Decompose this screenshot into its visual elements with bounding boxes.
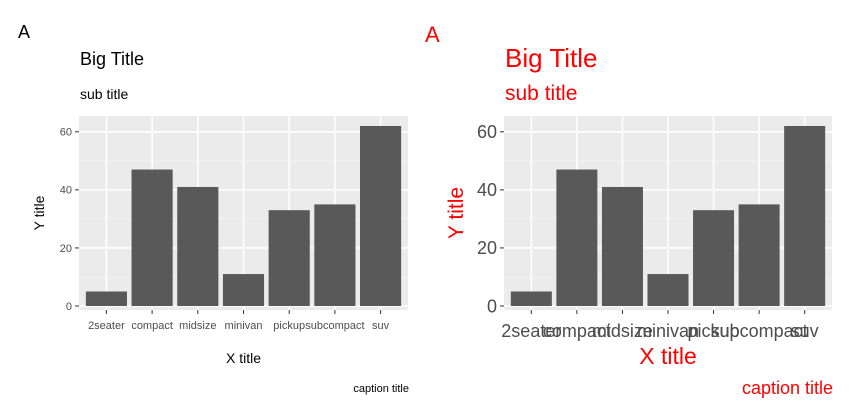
chart-caption: caption title — [353, 383, 409, 395]
bar — [268, 210, 310, 306]
x-tick-label: minivan — [637, 321, 699, 341]
bar — [314, 204, 356, 306]
x-tick-label: 2seater — [501, 321, 561, 341]
chart-title: Big Title — [505, 43, 598, 73]
chart-caption: caption title — [742, 378, 833, 398]
x-axis-title: X title — [639, 343, 697, 369]
bar — [85, 291, 127, 306]
y-tick-label: 40 — [477, 180, 497, 200]
x-tick-label: suv — [791, 321, 819, 341]
bar — [510, 291, 552, 306]
x-axis-title: X title — [226, 350, 261, 366]
x-tick-label: subcompact — [711, 321, 808, 341]
y-tick-label: 60 — [477, 122, 497, 142]
y-tick-label: 60 — [60, 127, 72, 139]
x-tick-label: compact — [131, 320, 173, 332]
chart-title: Big Title — [80, 49, 144, 69]
y-tick-label: 20 — [477, 238, 497, 258]
x-tick-label: compact — [543, 321, 611, 341]
x-tick-label: pickup — [273, 320, 305, 332]
bar — [177, 186, 219, 306]
bar — [360, 126, 402, 306]
y-tick-label: 0 — [66, 301, 72, 313]
x-tick-label: midsize — [592, 321, 653, 341]
bar — [556, 169, 598, 306]
x-tick-label: pickup — [688, 321, 740, 341]
bar — [601, 186, 643, 306]
y-tick-label: 40 — [60, 185, 72, 197]
y-tick-label: 0 — [487, 296, 497, 316]
y-axis-title: Y title — [31, 195, 47, 230]
chart-subtitle: sub title — [505, 82, 577, 105]
x-tick-label: midsize — [179, 320, 216, 332]
chart-subtitle: sub title — [80, 86, 128, 102]
bar — [693, 210, 735, 306]
bar — [784, 126, 826, 306]
plot-tag: A — [18, 22, 30, 42]
x-tick-label: subcompact — [305, 320, 364, 332]
y-tick-label: 20 — [60, 243, 72, 255]
x-tick-label: 2seater — [88, 320, 125, 332]
bar — [131, 169, 173, 306]
bar — [738, 204, 780, 306]
x-tick-label: suv — [372, 320, 390, 332]
bar — [222, 274, 265, 306]
bar — [647, 274, 689, 306]
plot-tag: A — [425, 22, 440, 47]
y-axis-title: Y title — [445, 187, 468, 239]
x-tick-label: minivan — [225, 320, 263, 332]
